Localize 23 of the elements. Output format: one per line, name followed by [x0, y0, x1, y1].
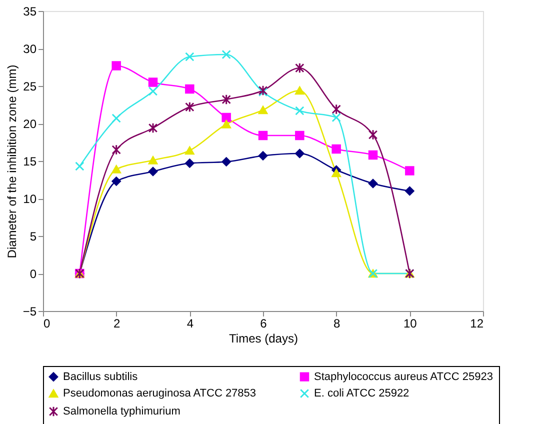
y-tick-label: 30	[23, 42, 37, 56]
y-tick-label: 5	[30, 230, 37, 244]
x-tick-label: 4	[186, 316, 194, 330]
y-tick-label: 15	[23, 154, 37, 168]
legend-label: Bacillus subtilis	[63, 370, 138, 383]
y-tick-label: 20	[23, 117, 37, 131]
x-tick-label: 10	[403, 316, 418, 330]
y-tick-label: −5	[22, 304, 37, 318]
x-tick-label: 2	[113, 316, 120, 330]
x-axis-title: Times (days)	[229, 332, 298, 346]
x-tick-label: 6	[260, 316, 268, 330]
legend-label: Pseudomonas aeruginosa ATCC 27853	[63, 388, 256, 400]
x-tick-label: 0	[44, 316, 50, 330]
legend-label: E. coli ATCC 25922	[314, 388, 410, 400]
x-tick-label: 8	[333, 316, 340, 330]
y-axis-title: Diameter of the inhibition zone (mm)	[4, 64, 19, 258]
x-tick-label: 12	[470, 316, 484, 330]
legend-label: Staphylococcus aureus ATCC 25923	[314, 370, 493, 383]
y-tick-label: 25	[23, 80, 37, 94]
legend-label: Salmonella typhimurium	[63, 406, 180, 418]
y-tick-label: 10	[23, 192, 37, 206]
y-tick-label: 0	[30, 267, 37, 281]
y-tick-label: 35	[23, 4, 37, 18]
